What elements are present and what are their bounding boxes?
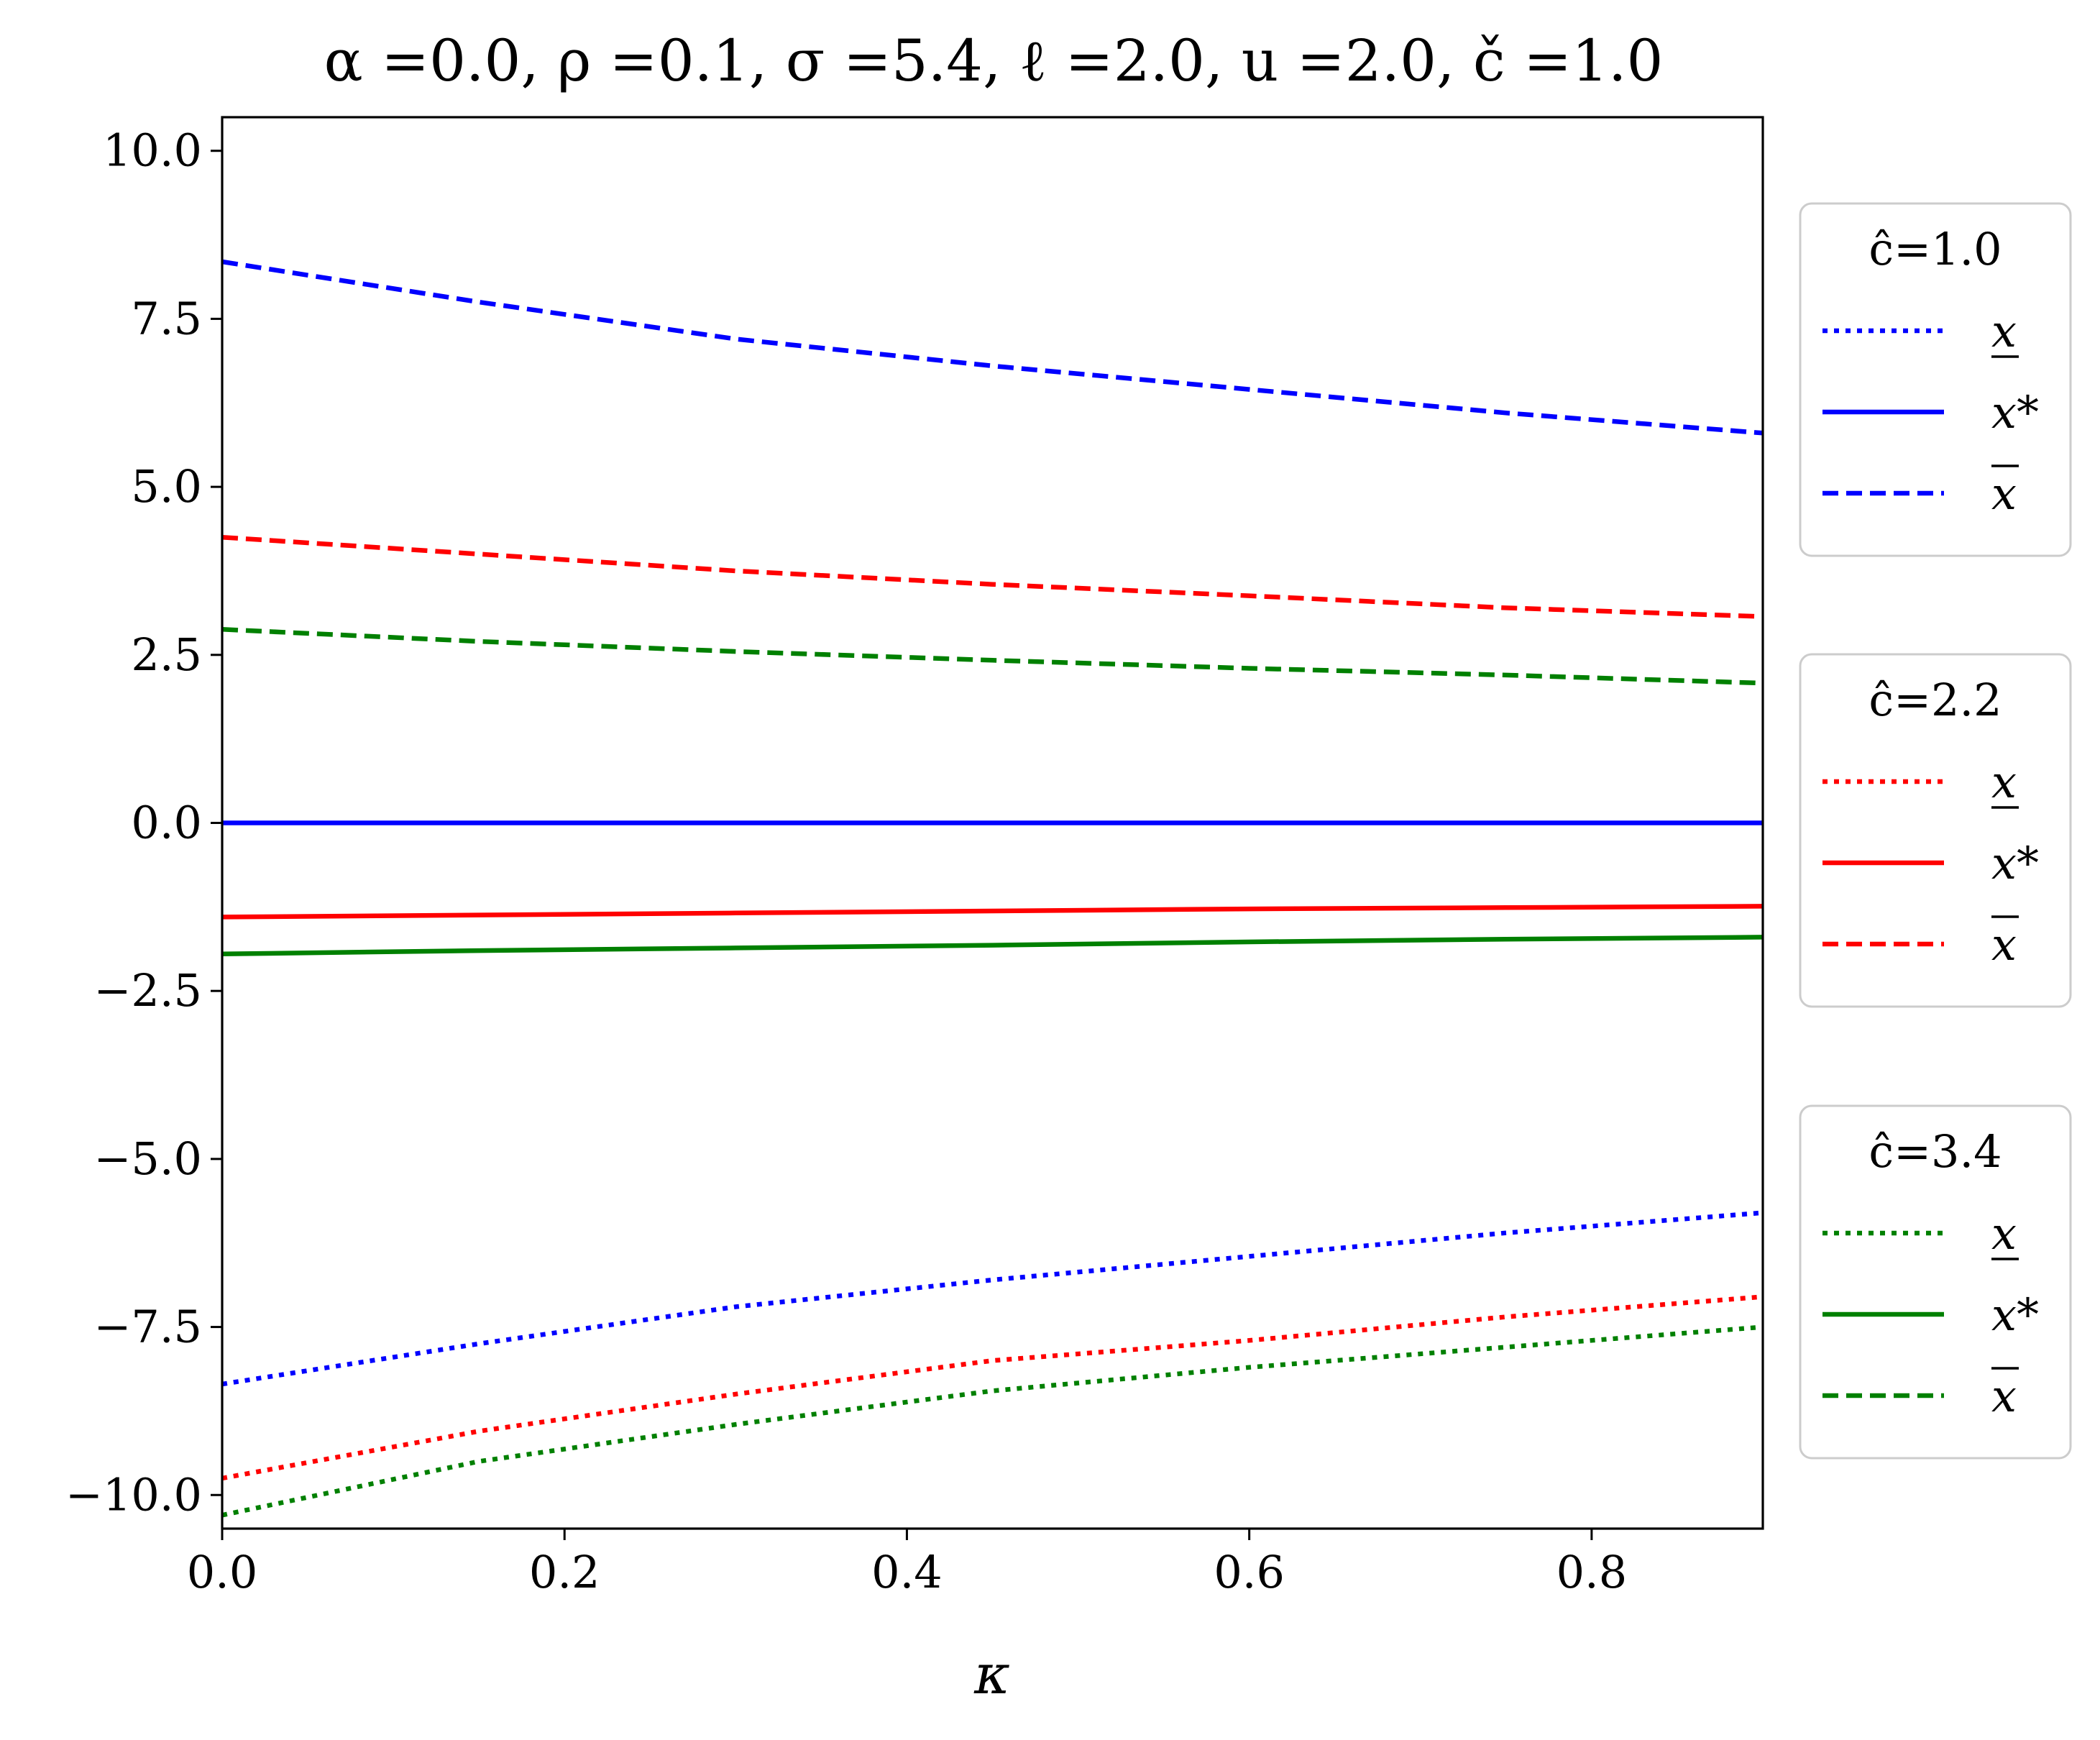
legend-label: x (1991, 918, 2017, 971)
legend-label: x (1991, 756, 2017, 808)
legend-label: x (1991, 1370, 2017, 1422)
y-tick-label: 0.0 (131, 797, 202, 849)
legend-box-1: ĉ=2.2 x x* x (1799, 653, 2072, 1008)
x-tick-label: 0.4 (871, 1546, 943, 1598)
legend-label: x (1991, 467, 2017, 520)
legend-frame (1799, 202, 2072, 557)
y-tick-label: 10.0 (103, 124, 202, 177)
y-axis: 10.0 7.5 5.0 2.5 0.0 −2.5 −5.0 −7.5 −10.0 (65, 124, 222, 1521)
series-line-0-0 (221, 1210, 1764, 1387)
series-line-2-0 (221, 1324, 1764, 1518)
y-tick-label: −7.5 (93, 1301, 202, 1353)
legend-box-2: ĉ=3.4 x x* x (1799, 1104, 2072, 1460)
legend-label: x (1991, 1207, 2017, 1260)
legend-label: x (1991, 305, 2017, 357)
series-line-1-1 (221, 904, 1764, 920)
x-tick-label: 0.6 (1214, 1546, 1285, 1598)
plot-lines (221, 259, 1764, 1518)
x-axis: 0.0 0.2 0.4 0.6 0.8 (187, 1529, 1627, 1598)
x-tick-label: 0.0 (187, 1546, 258, 1598)
legend-frame (1799, 1104, 2072, 1460)
x-tick-label: 0.8 (1556, 1546, 1628, 1598)
series-line-1-2 (221, 534, 1764, 619)
y-tick-label: −2.5 (93, 964, 202, 1017)
series-line-2-2 (221, 627, 1764, 686)
legend-label: x* (1991, 1288, 2039, 1341)
x-tick-label: 0.2 (529, 1546, 600, 1598)
legends: ĉ=1.0 x x* x ĉ=2.2 x x* x ĉ=3.4 x x* x (1799, 202, 2072, 1460)
y-tick-label: 5.0 (131, 460, 202, 513)
series-line-2-1 (221, 935, 1764, 957)
x-axis-label: κ (973, 1642, 1010, 1706)
legend-label: x* (1991, 386, 2039, 439)
y-tick-label: 2.5 (131, 628, 202, 681)
y-tick-label: 7.5 (131, 292, 202, 344)
legend-title: ĉ=2.2 (1869, 674, 2002, 726)
legend-box-0: ĉ=1.0 x x* x (1799, 202, 2072, 557)
legend-title: ĉ=1.0 (1869, 223, 2002, 275)
y-tick-label: −5.0 (93, 1132, 202, 1185)
chart-title: α =0.0, ρ =0.1, σ =5.4, ℓ =2.0, u =2.0, … (324, 27, 1664, 94)
series-line-0-2 (221, 259, 1764, 436)
legend-frame (1799, 653, 2072, 1008)
legend-label: x* (1991, 837, 2039, 889)
legend-title: ĉ=3.4 (1869, 1125, 2002, 1178)
y-tick-label: −10.0 (65, 1468, 202, 1521)
series-line-1-0 (221, 1294, 1764, 1481)
